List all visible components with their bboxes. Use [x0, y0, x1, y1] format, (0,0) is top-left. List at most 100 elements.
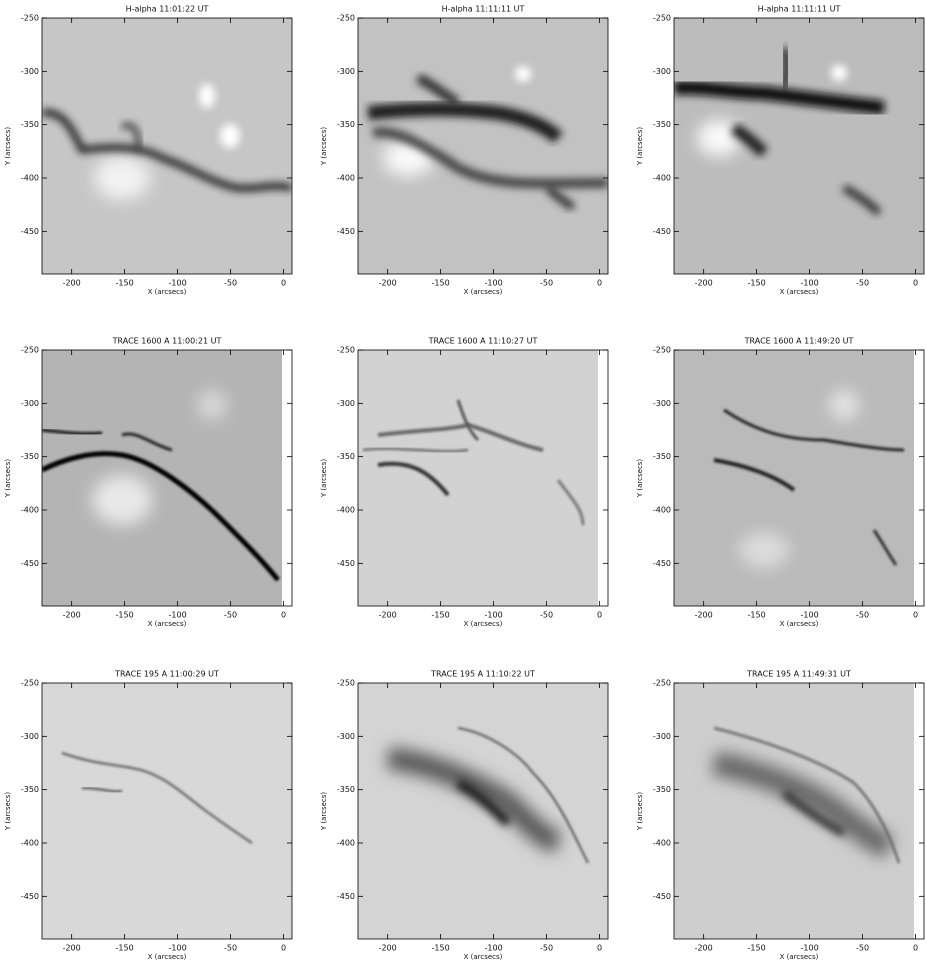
x-axis-label: X (arcsecs) [780, 953, 819, 961]
y-axis-label: Y (arcsecs) [320, 792, 328, 832]
x-tick-label: -200 [379, 611, 397, 620]
x-axis-label: X (arcsecs) [464, 288, 503, 296]
x-tick-label: -200 [695, 944, 713, 953]
y-tick-label: -250 [653, 346, 671, 355]
y-axis-label: Y (arcsecs) [636, 127, 644, 167]
y-tick-label: -450 [21, 227, 39, 236]
image-feature [94, 156, 150, 200]
x-axis-label: X (arcsecs) [464, 620, 503, 628]
y-tick-label: -350 [653, 785, 671, 794]
solar-image [674, 350, 926, 606]
panel-title: TRACE 195 A 11:49:31 UT [746, 670, 851, 679]
y-axis-label: Y (arcsecs) [636, 792, 644, 832]
x-tick-label: -50 [856, 944, 869, 953]
y-tick-label: -300 [653, 732, 671, 741]
y-tick-label: -400 [337, 506, 355, 515]
y-tick-label: -250 [21, 14, 39, 23]
image-feature [831, 65, 847, 81]
x-tick-label: -200 [379, 279, 397, 288]
image-feature [829, 390, 859, 420]
y-axis-label: Y (arcsecs) [4, 792, 12, 832]
y-axis-label: Y (arcsecs) [320, 459, 328, 499]
panel: H-alpha 11:11:11 UT X (arcsecs) Y (arcsecs… [636, 5, 924, 297]
x-tick-label: 0 [913, 279, 918, 288]
solar-image [42, 18, 292, 274]
panel: TRACE 1600 A 11:00:21 UTX (arcsecs)Y (ar… [4, 337, 302, 629]
x-tick-label: 0 [597, 611, 602, 620]
x-tick-label: 0 [281, 279, 286, 288]
panel-title: TRACE 1600 A 11:10:27 UT [428, 337, 538, 346]
x-tick-label: -100 [485, 611, 503, 620]
x-tick-label: 0 [281, 944, 286, 953]
x-tick-label: -50 [540, 279, 553, 288]
y-tick-label: -450 [21, 559, 39, 568]
x-tick-label: -50 [540, 944, 553, 953]
y-axis-label: Y (arcsecs) [4, 459, 12, 499]
y-tick-label: -400 [21, 506, 39, 515]
figure: H-alpha 11:01:22 UTX (arcsecs)Y (arcsecs… [0, 0, 926, 964]
x-tick-label: -200 [695, 279, 713, 288]
x-tick-label: -150 [116, 611, 134, 620]
y-tick-label: -450 [337, 227, 355, 236]
x-tick-label: -50 [224, 611, 237, 620]
solar-image [674, 683, 926, 939]
y-tick-label: -350 [337, 452, 355, 461]
x-axis-label: X (arcsecs) [780, 288, 819, 296]
x-tick-label: 0 [913, 944, 918, 953]
y-tick-label: -350 [337, 120, 355, 129]
x-tick-label: -100 [169, 611, 187, 620]
x-tick-label: 0 [597, 279, 602, 288]
x-tick-label: -100 [485, 944, 503, 953]
x-tick-label: -100 [485, 279, 503, 288]
y-tick-label: -450 [653, 559, 671, 568]
x-tick-label: -50 [540, 611, 553, 620]
y-tick-label: -400 [653, 506, 671, 515]
y-axis-label: Y (arcsecs) [320, 127, 328, 167]
panel: TRACE 195 A 11:00:29 UTX (arcsecs)Y (arc… [4, 670, 292, 962]
image-feature [515, 66, 531, 82]
y-tick-label: -350 [337, 785, 355, 794]
y-tick-label: -450 [337, 892, 355, 901]
y-axis-label: Y (arcsecs) [4, 127, 12, 167]
x-axis-label: X (arcsecs) [148, 288, 187, 296]
panel-title: TRACE 195 A 11:00:29 UT [114, 670, 219, 679]
image-background [674, 350, 924, 606]
y-tick-label: -250 [337, 679, 355, 688]
image-feature [220, 124, 240, 148]
y-tick-label: -300 [337, 67, 355, 76]
y-tick-label: -300 [337, 399, 355, 408]
y-tick-label: -400 [21, 839, 39, 848]
panel-title: TRACE 1600 A 11:00:21 UT [112, 337, 222, 346]
y-tick-label: -300 [21, 399, 39, 408]
y-tick-label: -250 [337, 346, 355, 355]
x-tick-label: 0 [597, 944, 602, 953]
x-tick-label: -150 [116, 944, 134, 953]
y-tick-label: -300 [653, 67, 671, 76]
y-tick-label: -450 [653, 892, 671, 901]
x-tick-label: -100 [801, 279, 819, 288]
y-tick-label: -400 [653, 174, 671, 183]
panel-title: H-alpha 11:11:11 UT [758, 5, 841, 14]
solar-image [358, 350, 618, 606]
x-tick-label: -150 [748, 611, 766, 620]
y-tick-label: -250 [653, 14, 671, 23]
x-tick-label: 0 [913, 611, 918, 620]
solar-image [358, 18, 608, 274]
x-tick-label: -100 [169, 279, 187, 288]
image-background [42, 683, 292, 939]
x-tick-label: 0 [281, 611, 286, 620]
x-tick-label: -150 [432, 279, 450, 288]
image-feature [197, 390, 227, 420]
y-tick-label: -250 [337, 14, 355, 23]
image-background [42, 350, 292, 606]
x-tick-label: -100 [169, 944, 187, 953]
panel-title: H-alpha 11:11:11 UT [442, 5, 525, 14]
y-tick-label: -250 [21, 679, 39, 688]
solar-image [42, 350, 302, 606]
x-tick-label: -200 [379, 944, 397, 953]
x-tick-label: -100 [801, 944, 819, 953]
x-tick-label: -100 [801, 611, 819, 620]
y-tick-label: -400 [337, 174, 355, 183]
y-tick-label: -300 [21, 732, 39, 741]
x-tick-label: -200 [63, 944, 81, 953]
